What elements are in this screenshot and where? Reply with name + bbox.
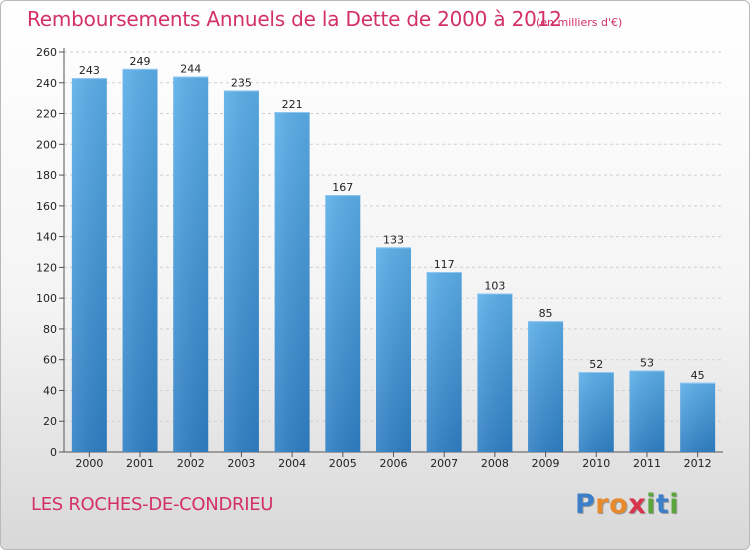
logo-letter: o [609,489,629,520]
bar-value-label: 103 [484,280,505,293]
y-tick-label: 20 [43,415,57,428]
bar-value-label: 133 [383,233,404,246]
y-tick-label: 0 [50,446,57,459]
bar-value-label: 221 [282,98,303,111]
bar-shine [274,112,310,452]
y-tick-label: 100 [36,292,57,305]
bar-value-label: 167 [332,181,353,194]
bar-shine [325,195,361,453]
bar-value-label: 45 [691,369,705,382]
label-layer: 243 249 244 235 221 167 133 117 103 85 52 53 45 [79,55,705,382]
bar-shine [223,90,259,452]
bar-layer [71,68,716,453]
bar-shine [376,247,411,452]
y-tick-label: 220 [36,108,57,121]
x-tick-label: 2012 [684,457,712,470]
y-tick-label: 160 [36,200,57,213]
bar-value-label: 53 [640,356,654,369]
y-tick-label: 240 [36,77,57,90]
y-tick-label: 140 [36,231,57,244]
logo-letter: t [655,489,670,520]
logo-letter: P [575,489,596,520]
x-tick-label: 2007 [430,457,458,470]
bar-shine [578,372,614,452]
bar-value-label: 117 [434,258,455,271]
bar-shine [680,382,716,452]
bar-value-label: 244 [180,63,201,76]
y-tick-label: 40 [43,384,57,397]
bar-shine [173,76,209,452]
x-tick-label: 2001 [126,457,154,470]
proxiti-logo: Proxiti [575,489,679,520]
bar-chart: 0 20 40 60 80 100 120 140 160 180 200 220 240 260 2000… [36,46,723,470]
x-tick-label: 2005 [329,457,357,470]
logo-letter: r [595,489,610,520]
bar-shine [426,272,462,452]
commune-name: LES ROCHES-DE-CONDRIEU [31,494,274,515]
y-tick-label: 180 [36,169,57,182]
y-tick-label: 200 [36,138,57,151]
bar-shine [71,78,107,453]
y-tick-label: 120 [36,261,57,274]
logo-letter: i [669,489,680,520]
x-tick-label: 2002 [177,457,205,470]
chart-title: Remboursements Annuels de la Dette de 20… [27,7,562,31]
bar-value-label: 85 [539,307,553,320]
y-tick-label: 60 [43,354,57,367]
logo-letter: x [628,489,647,520]
bar-value-label: 52 [589,358,603,371]
x-tick-label: 2010 [582,457,610,470]
x-tick-label: 2000 [75,457,103,470]
x-tick-label: 2006 [380,457,408,470]
x-tick-label: 2011 [633,457,661,470]
x-tick-label: 2008 [481,457,509,470]
y-tick-label: 80 [43,323,57,336]
logo-letter: i [646,489,656,520]
x-tick-label: 2003 [227,457,255,470]
y-tick-label: 260 [36,46,57,59]
bar-value-label: 249 [130,55,151,68]
bar-shine [528,321,564,452]
chart-subtitle: (en milliers d'€) [536,16,623,29]
bar-value-label: 243 [79,64,100,77]
bar-shine [122,68,158,452]
x-tick-label: 2004 [278,457,306,470]
bar-value-label: 235 [231,76,252,89]
bar-shine [629,370,665,452]
bar-shine [477,293,513,452]
x-tick-label: 2009 [532,457,560,470]
